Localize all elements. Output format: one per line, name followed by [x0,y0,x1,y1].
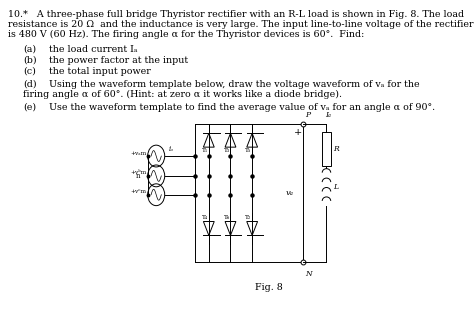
Text: the total input power: the total input power [49,67,151,76]
Text: T₆: T₆ [224,215,230,219]
Text: +: + [294,128,302,137]
Text: Iₐ: Iₐ [325,111,331,119]
Text: (e): (e) [23,102,36,111]
Text: is 480 V (60 Hz). The firing angle α for the Thyristor devices is 60°.  Find:: is 480 V (60 Hz). The firing angle α for… [8,30,364,39]
Text: N: N [305,270,311,278]
Text: P: P [305,111,310,119]
Text: Use the waveform template to find the average value of vₐ for an angle α of 90°.: Use the waveform template to find the av… [49,102,436,111]
Text: T₄: T₄ [202,215,208,219]
Bar [322,132,331,166]
Text: T₅: T₅ [245,148,251,153]
Text: T₁: T₁ [202,148,208,153]
Text: 10.*   A three-phase full bridge Thyristor rectifier with an R-L load is shown i: 10.* A three-phase full bridge Thyristor… [8,10,464,19]
Text: n: n [135,172,140,180]
Text: the load current Iₐ: the load current Iₐ [49,45,138,54]
Text: +vᶜm: +vᶜm [130,189,146,194]
Text: +vᵇm: +vᵇm [130,170,146,175]
Text: vₐ: vₐ [285,189,293,197]
Text: resistance is 20 Ω  and the inductance is very large. The input line-to-line vol: resistance is 20 Ω and the inductance is… [8,20,473,29]
Text: T₂: T₂ [245,215,251,219]
Text: (c): (c) [23,67,36,76]
Text: L: L [333,183,338,191]
Text: Using the waveform template below, draw the voltage waveform of vₐ for the: Using the waveform template below, draw … [49,80,420,89]
Text: R: R [333,145,339,153]
Text: Fig. 8: Fig. 8 [255,283,283,292]
Text: +vₐm: +vₐm [130,151,146,156]
Text: firing angle α of 60°. (Hint: at zero α it works like a diode bridge).: firing angle α of 60°. (Hint: at zero α … [23,90,342,99]
Text: (b): (b) [23,56,36,65]
Text: T₃: T₃ [224,148,230,153]
Text: (d): (d) [23,80,36,89]
Text: iₐ: iₐ [169,145,173,153]
Text: (a): (a) [23,45,36,54]
Text: the power factor at the input: the power factor at the input [49,56,189,65]
